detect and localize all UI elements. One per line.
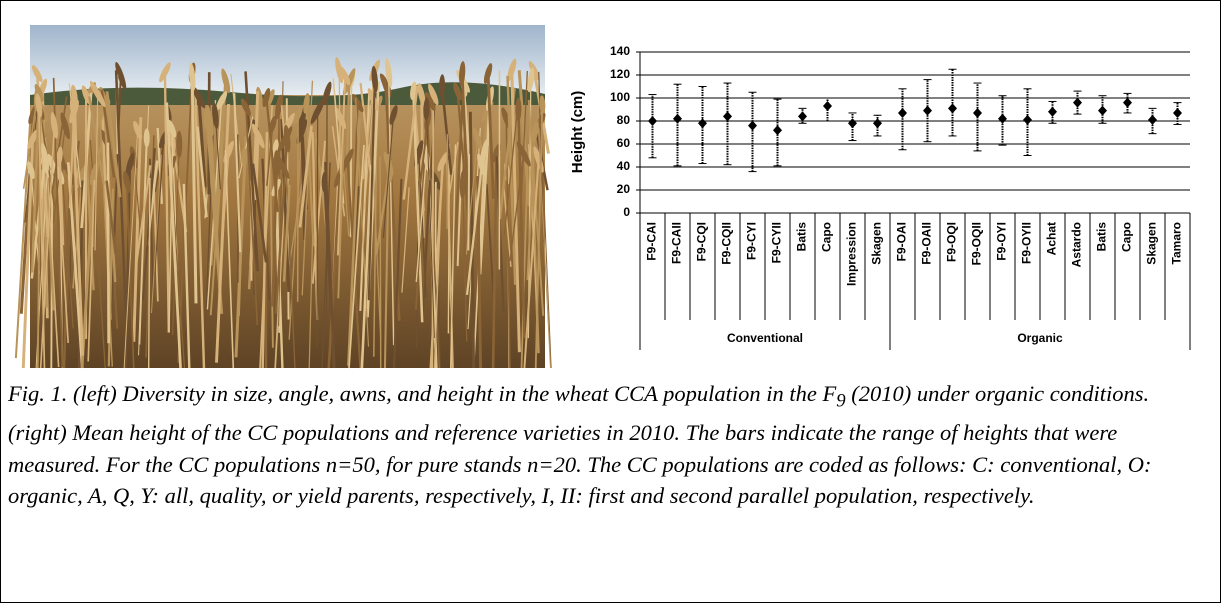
y-axis-title: Height (cm): [569, 91, 586, 174]
x-tick-label: F9-CYII: [770, 222, 784, 263]
x-tick-label: F9-CQII: [720, 222, 734, 265]
mean-marker: [1098, 106, 1107, 116]
x-tick-label: Skagen: [870, 222, 884, 265]
x-tick-label: Capo: [820, 222, 834, 252]
y-tick-label: 60: [617, 136, 631, 150]
x-tick-label: F9-CYI: [745, 222, 759, 260]
x-tick-label: F9-CQI: [695, 222, 709, 261]
mean-marker: [1023, 115, 1032, 125]
page: {"chart_data": {"type": "errorbar", "yla…: [0, 0, 1221, 603]
wheat-photo: [16, 25, 551, 368]
mean-marker: [673, 114, 682, 124]
group-label: Conventional: [727, 331, 803, 345]
x-tick-label: Skagen: [1145, 222, 1159, 265]
y-tick-label: 100: [610, 90, 630, 104]
y-tick-label: 20: [617, 182, 631, 196]
y-tick-label: 140: [610, 44, 630, 58]
x-tick-label: F9-OYII: [1020, 222, 1034, 264]
x-tick-label: F9-OAII: [920, 222, 934, 265]
x-tick-label: F9-CAI: [645, 222, 659, 261]
x-tick-label: Achat: [1045, 222, 1059, 255]
mean-marker: [648, 116, 657, 126]
x-tick-label: Impression: [845, 222, 859, 286]
caption-text: Fig. 1. (left) Diversity in size, angle,…: [8, 381, 836, 406]
y-tick-label: 40: [617, 159, 631, 173]
mean-marker: [998, 114, 1007, 124]
mean-marker: [1148, 115, 1157, 125]
mean-marker: [973, 108, 982, 118]
mean-marker: [1048, 107, 1057, 117]
mean-marker: [1123, 98, 1132, 108]
x-tick-label: F9-CAII: [670, 222, 684, 264]
x-tick-label: F9-OYI: [995, 222, 1009, 261]
mean-marker: [873, 118, 882, 128]
x-tick-label: F9-OAI: [895, 222, 909, 261]
x-tick-label: Tamaro: [1170, 222, 1184, 264]
mean-marker: [723, 111, 732, 121]
mean-marker: [848, 118, 857, 128]
caption-subscript: 9: [836, 391, 845, 412]
mean-marker: [773, 125, 782, 135]
mean-marker: [1173, 108, 1182, 118]
wheat-stalk: [317, 111, 318, 347]
mean-marker: [1073, 98, 1082, 108]
x-tick-label: Batis: [1095, 222, 1109, 252]
x-tick-label: Capo: [1120, 222, 1134, 252]
mean-marker: [748, 121, 757, 131]
mean-marker: [823, 101, 832, 111]
x-tick-label: F9-OQII: [970, 222, 984, 265]
wheat-stalk: [468, 154, 469, 250]
mean-marker: [698, 118, 707, 128]
mean-marker: [923, 106, 932, 116]
x-tick-label: Astardo: [1070, 222, 1084, 267]
figure: Height (cm) 0 20 40 60 80 100 120 140 F9-CAI F9-C…: [0, 0, 1221, 375]
group-label: Organic: [1017, 331, 1063, 345]
x-tick-label: Batis: [795, 222, 809, 252]
y-tick-label: 80: [617, 113, 631, 127]
y-tick-label: 120: [610, 67, 630, 81]
caption: Fig. 1. (left) Diversity in size, angle,…: [8, 378, 1213, 512]
mean-marker: [798, 111, 807, 121]
wheat-stalk: [432, 94, 433, 368]
mean-marker: [948, 103, 957, 113]
mean-marker: [898, 108, 907, 118]
y-tick-label: 0: [623, 205, 630, 219]
x-tick-label: F9-OQI: [945, 222, 959, 262]
wheat-stalk: [108, 143, 109, 344]
